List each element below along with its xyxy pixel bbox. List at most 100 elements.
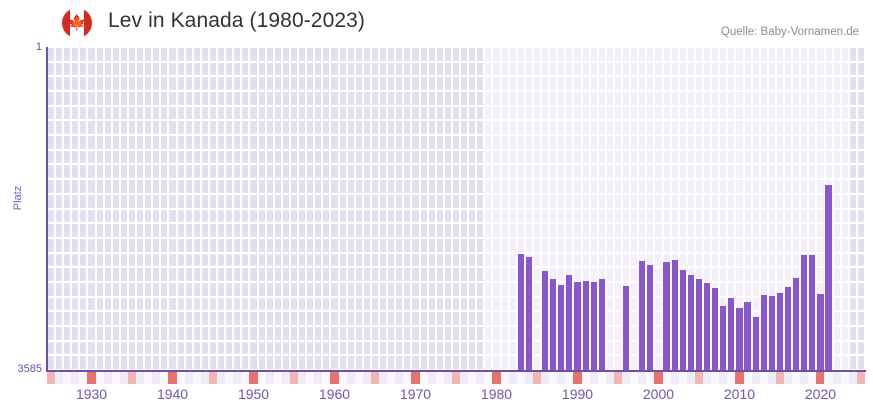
- bar[interactable]: [712, 288, 719, 370]
- x-tick-minor: [387, 372, 396, 384]
- x-tick-minor: [703, 372, 712, 384]
- gridline-horizontal: [47, 339, 865, 342]
- bar[interactable]: [744, 301, 751, 370]
- x-axis-line: [46, 370, 866, 372]
- x-tick-minor: [630, 372, 639, 384]
- x-tick-minor: [678, 372, 687, 384]
- x-axis-tick-strip: [47, 372, 865, 384]
- x-tick-major: [411, 372, 420, 384]
- x-tick-minor: [395, 372, 404, 384]
- bar[interactable]: [768, 295, 775, 370]
- x-tick-major: [816, 372, 825, 384]
- gridline-horizontal: [47, 266, 865, 269]
- y-axis-top-tick: 1: [35, 41, 42, 53]
- bar[interactable]: [703, 283, 711, 370]
- x-tick-minor: [435, 372, 444, 384]
- bar[interactable]: [809, 255, 816, 370]
- bar[interactable]: [639, 261, 646, 370]
- x-tick-minor: [508, 372, 517, 384]
- bar[interactable]: [687, 274, 694, 370]
- gridline-horizontal: [47, 251, 865, 254]
- bar[interactable]: [695, 278, 703, 370]
- x-tick-minor: [403, 372, 412, 384]
- bar[interactable]: [558, 284, 565, 370]
- bar[interactable]: [623, 285, 630, 370]
- bar[interactable]: [590, 282, 597, 370]
- x-tick-minor: [419, 372, 428, 384]
- x-tick-minor: [638, 372, 647, 384]
- x-tick-minor: [686, 372, 695, 384]
- gridline-horizontal: [47, 163, 865, 166]
- x-tick-minor: [63, 372, 72, 384]
- x-tick-minor: [484, 372, 493, 384]
- bar[interactable]: [793, 277, 800, 370]
- bar[interactable]: [720, 305, 727, 370]
- x-tick-minor: [605, 372, 614, 384]
- x-tick-minor: [476, 372, 485, 384]
- x-tick-minor: [217, 372, 226, 384]
- x-tick-minor: [622, 372, 631, 384]
- x-tick-minor: [516, 372, 525, 384]
- bar[interactable]: [550, 278, 557, 370]
- x-tick-major: [168, 372, 177, 384]
- gridline-horizontal: [47, 324, 865, 327]
- x-tick-minor: [662, 372, 671, 384]
- x-tick-minor: [281, 372, 290, 384]
- bar[interactable]: [784, 286, 792, 370]
- x-tick-minor: [832, 372, 841, 384]
- gridline-horizontal: [47, 119, 865, 122]
- x-tick-minor: [581, 372, 590, 384]
- x-tick-minor: [751, 372, 760, 384]
- bar[interactable]: [736, 308, 743, 370]
- x-tick-minor: [743, 372, 752, 384]
- x-tick-minor: [338, 372, 347, 384]
- bar[interactable]: [525, 256, 532, 370]
- bar[interactable]: [776, 292, 784, 370]
- bar[interactable]: [566, 274, 573, 370]
- x-tick-major: [330, 372, 339, 384]
- x-tick-minor: [111, 372, 120, 384]
- bar[interactable]: [760, 294, 767, 370]
- x-tick-minor: [127, 372, 137, 384]
- x-tick-minor: [379, 372, 388, 384]
- gridline-horizontal: [47, 192, 865, 195]
- bar[interactable]: [817, 293, 824, 370]
- x-tick-minor: [322, 372, 331, 384]
- bar[interactable]: [542, 271, 549, 370]
- x-tick-minor: [47, 372, 56, 384]
- x-tick-major: [654, 372, 663, 384]
- bar[interactable]: [647, 265, 654, 370]
- bar[interactable]: [825, 184, 832, 370]
- x-tick-minor: [589, 372, 598, 384]
- bar[interactable]: [517, 254, 524, 370]
- bar[interactable]: [671, 259, 678, 370]
- x-axis-tick-label: 1970: [399, 386, 432, 402]
- x-tick-minor: [532, 372, 542, 384]
- bar[interactable]: [574, 282, 581, 370]
- x-tick-minor: [443, 372, 452, 384]
- chart-header: 🍁 Lev in Kanada (1980-2023) Quelle: Baby…: [0, 0, 873, 46]
- bar[interactable]: [679, 269, 686, 370]
- x-tick-major: [492, 372, 501, 384]
- x-axis-tick-label: 1990: [561, 386, 594, 402]
- x-tick-minor: [824, 372, 833, 384]
- x-tick-minor: [370, 372, 380, 384]
- bar[interactable]: [752, 317, 759, 370]
- x-tick-minor: [192, 372, 201, 384]
- source-label: Quelle: Baby-Vornamen.de: [720, 26, 859, 38]
- gridline-horizontal: [47, 280, 865, 283]
- bar[interactable]: [801, 255, 808, 370]
- gridline-horizontal: [47, 369, 865, 370]
- x-axis-tick-label: 2000: [642, 386, 675, 402]
- bar[interactable]: [663, 262, 670, 370]
- page-title: Lev in Kanada (1980-2023): [108, 9, 366, 32]
- x-tick-major: [573, 372, 582, 384]
- x-tick-minor: [119, 372, 128, 384]
- x-tick-minor: [808, 372, 817, 384]
- bar[interactable]: [598, 278, 605, 370]
- bar[interactable]: [728, 298, 735, 370]
- x-tick-minor: [200, 372, 209, 384]
- x-tick-minor: [95, 372, 104, 384]
- x-tick-minor: [694, 372, 703, 384]
- bar[interactable]: [582, 281, 589, 370]
